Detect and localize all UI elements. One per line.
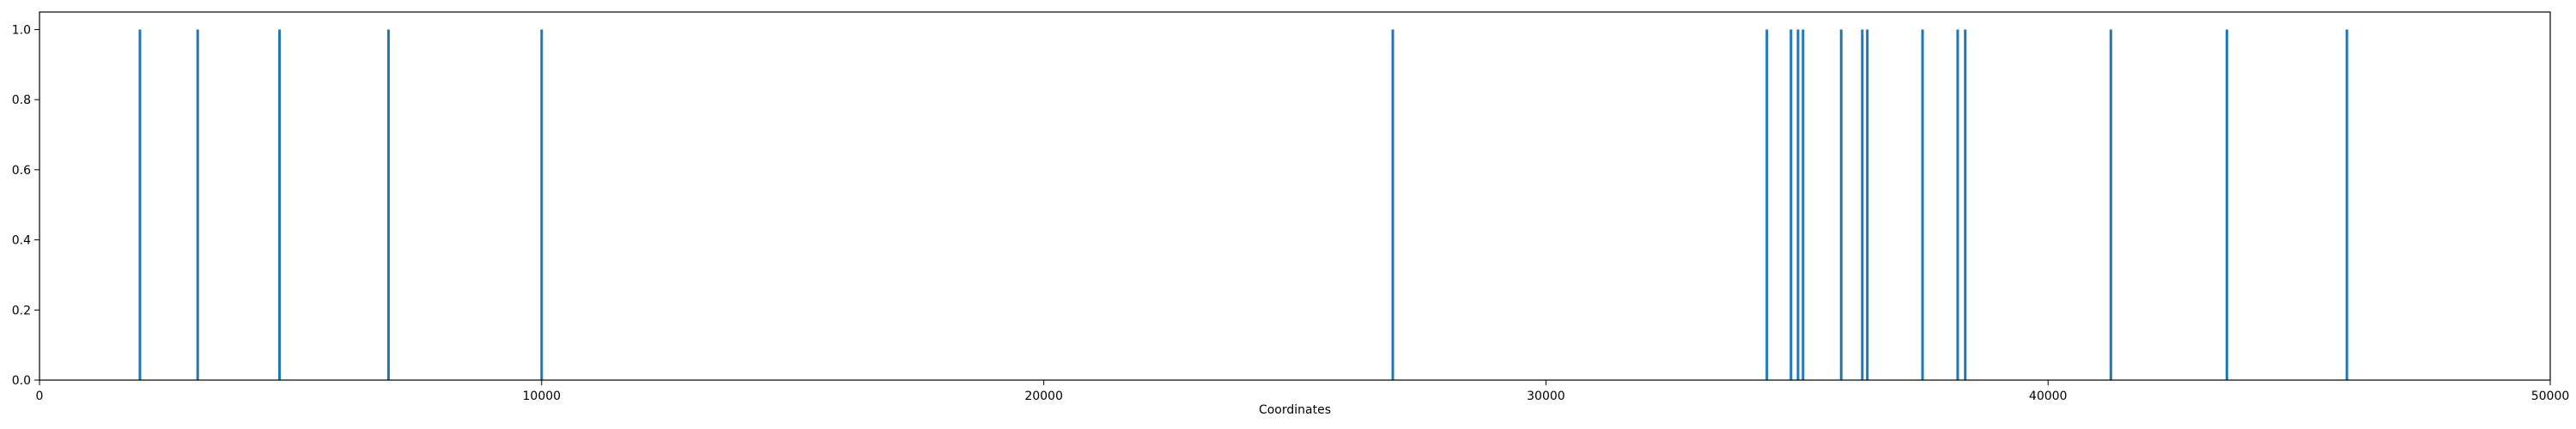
bar: [1861, 29, 1864, 381]
y-axis: 0.0 0.2 0.4 0.6 0.8 1.0: [12, 23, 39, 388]
bar: [138, 29, 142, 381]
x-tick-label: 20000: [1024, 390, 1063, 403]
bar: [386, 29, 390, 381]
bar: [1789, 29, 1793, 381]
y-tick-label: 1.0: [12, 23, 31, 37]
y-tick-label: 0.0: [12, 374, 31, 388]
x-tick-label: 40000: [2029, 390, 2068, 403]
bar: [1921, 29, 1924, 381]
bar: [1801, 29, 1805, 381]
x-axis: 0 10000 20000 30000 40000 50000: [36, 380, 2570, 403]
x-axis-label: Coordinates: [1259, 403, 1331, 417]
bar: [1765, 29, 1769, 381]
x-tick-label: 30000: [1527, 390, 1565, 403]
bar: [2225, 29, 2228, 381]
bar: [196, 29, 199, 381]
bar: [1956, 29, 1959, 381]
bar: [2109, 29, 2112, 381]
y-tick-label: 0.4: [12, 234, 31, 248]
x-tick-label: 0: [36, 390, 44, 403]
bar: [1964, 29, 1967, 381]
bar: [278, 29, 282, 381]
y-tick-label: 0.8: [12, 94, 31, 107]
bars-layer: [138, 29, 2348, 381]
x-tick-label: 10000: [523, 390, 562, 403]
bar: [1796, 29, 1800, 381]
bar: [1391, 29, 1394, 381]
bar: [1866, 29, 1869, 381]
y-tick-label: 0.2: [12, 304, 31, 317]
bar: [2345, 29, 2348, 381]
bar: [1839, 29, 1843, 381]
y-tick-label: 0.6: [12, 164, 31, 178]
bar: [540, 29, 544, 381]
x-tick-label: 50000: [2531, 390, 2570, 403]
plot-frame: [39, 11, 2551, 381]
